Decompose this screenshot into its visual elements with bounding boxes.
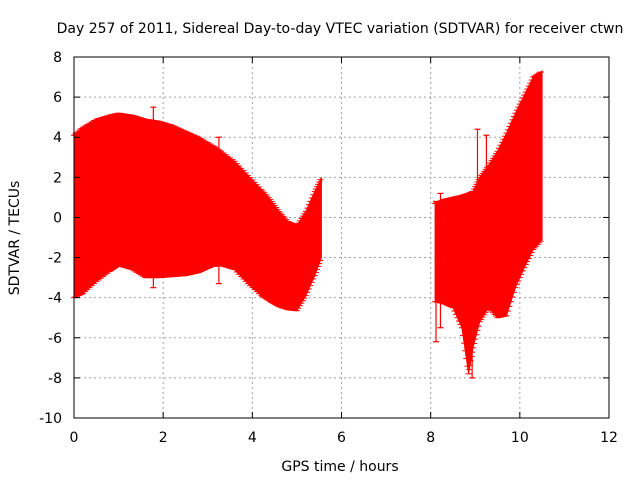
y-tick-label: 2 bbox=[53, 170, 62, 186]
x-tick-label: 10 bbox=[511, 430, 529, 446]
x-tick-label: 4 bbox=[248, 430, 257, 446]
series-envelope-segment-1 bbox=[73, 112, 322, 312]
x-tick-labels: 0 2 4 6 8 10 12 bbox=[70, 430, 618, 446]
y-tick-label: -6 bbox=[48, 331, 62, 347]
x-tick-label: 8 bbox=[426, 430, 435, 446]
y-tick-label: 8 bbox=[53, 50, 62, 66]
x-tick-label: 2 bbox=[159, 430, 168, 446]
axes bbox=[73, 56, 610, 419]
x-axis-title: GPS time / hours bbox=[281, 459, 398, 475]
series-envelope-segment-2 bbox=[434, 70, 543, 374]
y-tick-label: -2 bbox=[48, 251, 62, 267]
y-tick-label: 0 bbox=[53, 210, 62, 226]
y-tick-labels: -10 -8 -6 -4 -2 0 2 4 6 8 bbox=[39, 50, 62, 427]
y-tick-label: 6 bbox=[53, 90, 62, 106]
y-tick-label: -4 bbox=[48, 291, 62, 307]
y-tick-label: -8 bbox=[48, 371, 62, 387]
chart-title: Day 257 of 2011, Sidereal Day-to-day VTE… bbox=[57, 21, 624, 37]
x-tick-label: 12 bbox=[600, 430, 618, 446]
x-tick-label: 6 bbox=[337, 430, 346, 446]
x-tick-label: 0 bbox=[70, 430, 79, 446]
y-tick-label: -10 bbox=[39, 411, 62, 427]
data-series bbox=[71, 70, 544, 379]
y-axis-title: SDTVAR / TECUs bbox=[7, 181, 23, 296]
y-tick-label: 4 bbox=[53, 130, 62, 146]
